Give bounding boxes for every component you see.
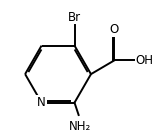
Text: O: O [110,23,119,36]
Text: Br: Br [68,11,81,24]
Text: N: N [37,96,46,109]
Text: NH₂: NH₂ [69,121,91,133]
Text: OH: OH [136,54,154,67]
